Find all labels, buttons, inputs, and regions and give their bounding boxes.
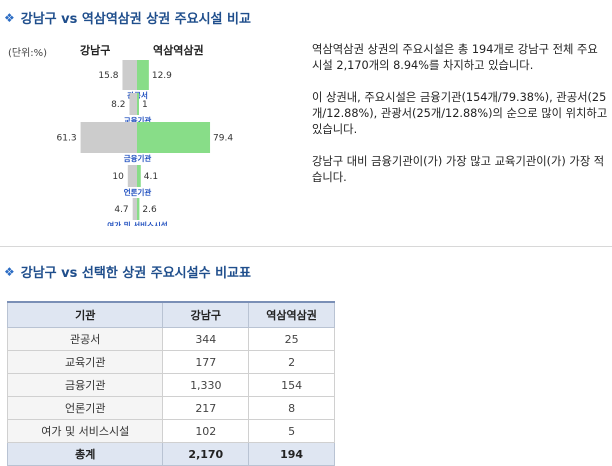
bar-left-4 (132, 198, 137, 220)
data-label-left-4: 4.7 (114, 205, 128, 215)
table-row: 여가 및 서비스시설 102 5 (6, 419, 335, 443)
table-cell-value: 344 (162, 327, 250, 351)
section-title-text: 강남구 vs 선택한 상권 주요시설수 비교표 (20, 266, 251, 281)
table-total-row: 총계 2,170 194 (6, 442, 335, 466)
diamond-bullet-icon: ❖ (4, 264, 15, 279)
table-row: 교육기관 177 2 (6, 350, 335, 374)
data-label-right-4: 2.6 (142, 205, 157, 215)
table-cell-name: 금융기관 (6, 373, 164, 397)
category-label-3: 언론기관 (124, 187, 152, 197)
table-row: 금융기관 1,330 154 (6, 373, 335, 397)
table-cell-value: 2 (248, 350, 335, 374)
butterfly-bar-chart: 15.812.9관공서8.21교육기관61.379.4금융기관104.1언론기관… (57, 60, 233, 226)
data-label-left-2: 61.3 (57, 134, 77, 144)
table-cell-value: 217 (162, 396, 250, 420)
table-cell-value: 25 (248, 327, 335, 351)
table-cell-value: 5 (248, 419, 335, 443)
section-divider (0, 246, 612, 247)
table-cell-value: 102 (162, 419, 250, 443)
category-label-1: 교육기관 (124, 115, 152, 125)
description-paragraph-2: 이 상권내, 주요시설은 금융기관(154개/79.38%), 관공서(25개/… (312, 91, 608, 136)
section-title-comparison: ❖ 강남구 vs 역삼역삼권 상권 주요시설 비교 (4, 8, 251, 28)
data-label-right-1: 1 (142, 100, 148, 110)
table-cell-name: 언론기관 (6, 396, 164, 420)
table-total-value: 2,170 (162, 442, 250, 466)
table-cell-value: 1,330 (162, 373, 250, 397)
bar-left-2 (80, 122, 137, 153)
chart-left-header: 강남구 (80, 44, 111, 57)
table-total-label: 총계 (6, 442, 164, 466)
section-title-table: ❖ 강남구 vs 선택한 상권 주요시설수 비교표 (4, 262, 251, 282)
bar-right-4 (137, 198, 140, 220)
comparison-table: 기관 강남구 역삼역삼권 관공서 344 25 교육기관 177 2 금융기관 … (6, 301, 335, 466)
table-row: 언론기관 217 8 (6, 396, 335, 420)
unit-label: (단위:%) (8, 48, 48, 59)
category-label-2: 금융기관 (124, 153, 152, 163)
data-label-left-0: 15.8 (98, 71, 118, 81)
table-cell-name: 여가 및 서비스시설 (6, 419, 164, 443)
table-cell-value: 8 (248, 396, 335, 420)
data-label-left-1: 8.2 (111, 100, 125, 110)
diamond-bullet-icon: ❖ (4, 10, 15, 25)
description-paragraph-1: 역삼역삼권 상권의 주요시설은 총 194개로 강남구 전체 주요시설 2,17… (312, 43, 598, 72)
data-label-right-0: 12.9 (152, 71, 172, 81)
chart-right-header: 역삼역삼권 (153, 44, 204, 57)
table-header-row: 기관 강남구 역삼역삼권 (6, 301, 335, 328)
bar-right-3 (137, 165, 141, 187)
table-cell-name: 교육기관 (6, 350, 164, 374)
table-row: 관공서 344 25 (6, 327, 335, 351)
table-cell-value: 177 (162, 350, 250, 374)
table-header-cell: 역삼역삼권 (248, 301, 335, 328)
description-panel: 역삼역삼권 상권의 주요시설은 총 194개로 강남구 전체 주요시설 2,17… (312, 42, 608, 202)
bar-right-0 (137, 60, 149, 90)
section-title-text: 강남구 vs 역삼역삼권 상권 주요시설 비교 (20, 12, 251, 27)
table-cell-value: 154 (248, 373, 335, 397)
data-label-right-3: 4.1 (144, 172, 158, 182)
table-header-cell: 기관 (6, 301, 164, 328)
table-total-value: 194 (248, 442, 335, 466)
bar-left-0 (122, 60, 137, 90)
table-cell-name: 관공서 (6, 327, 164, 351)
table-header-cell: 강남구 (162, 301, 250, 328)
bar-left-3 (127, 165, 137, 187)
data-label-left-3: 10 (112, 172, 124, 182)
description-paragraph-3: 강남구 대비 금융기관이(가) 가장 많고 교육기관이(가) 가장 적습니다. (312, 155, 605, 184)
data-label-right-2: 79.4 (213, 134, 233, 144)
bar-right-1 (137, 93, 139, 115)
bar-left-1 (129, 93, 137, 115)
category-label-4: 여가 및 서비스시설 (107, 220, 168, 226)
bar-right-2 (137, 122, 211, 153)
